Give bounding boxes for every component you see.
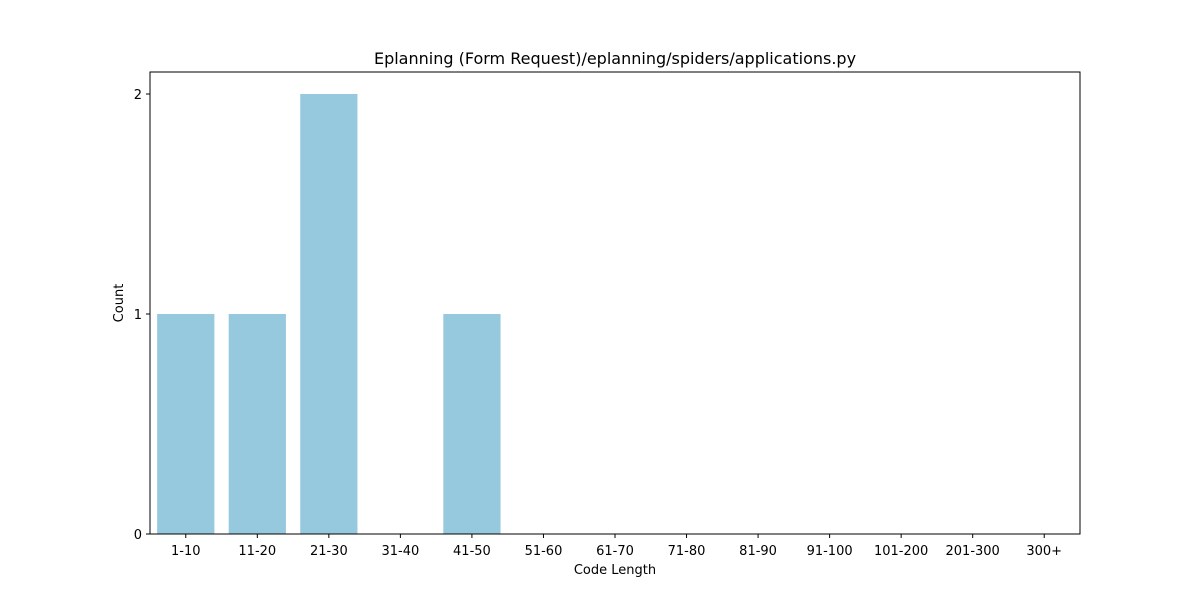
x-tick-label: 300+ (1026, 544, 1062, 559)
x-axis: 1-10 11-20 21-30 31-40 41-50 51-60 61-70 71-80 8… (171, 534, 1062, 559)
bars-layer (157, 94, 501, 534)
x-tick-label: 81-90 (739, 544, 777, 559)
x-tick-label: 101-200 (874, 544, 928, 559)
bar (157, 314, 215, 534)
x-tick-label: 1-10 (171, 544, 201, 559)
y-tick-label: 2 (134, 88, 142, 103)
y-axis-label: Count (112, 284, 127, 323)
chart-title: Eplanning (Form Request)/eplanning/spide… (374, 49, 856, 68)
x-tick-label: 61-70 (596, 544, 634, 559)
x-tick-label: 21-30 (310, 544, 348, 559)
y-axis: 0 1 2 (134, 88, 150, 543)
y-tick-label: 1 (134, 308, 142, 323)
x-axis-label: Code Length (574, 563, 656, 578)
x-tick-label: 71-80 (668, 544, 706, 559)
x-tick-label: 201-300 (946, 544, 1000, 559)
plot-frame (149, 71, 1081, 535)
bar (443, 314, 501, 534)
x-tick-label: 41-50 (453, 544, 491, 559)
bar (300, 94, 358, 534)
x-tick-label: 11-20 (238, 544, 276, 559)
x-tick-label: 51-60 (525, 544, 563, 559)
y-tick-label: 0 (134, 528, 142, 543)
x-tick-label: 91-100 (807, 544, 853, 559)
bar (228, 314, 286, 534)
x-tick-label: 31-40 (381, 544, 419, 559)
